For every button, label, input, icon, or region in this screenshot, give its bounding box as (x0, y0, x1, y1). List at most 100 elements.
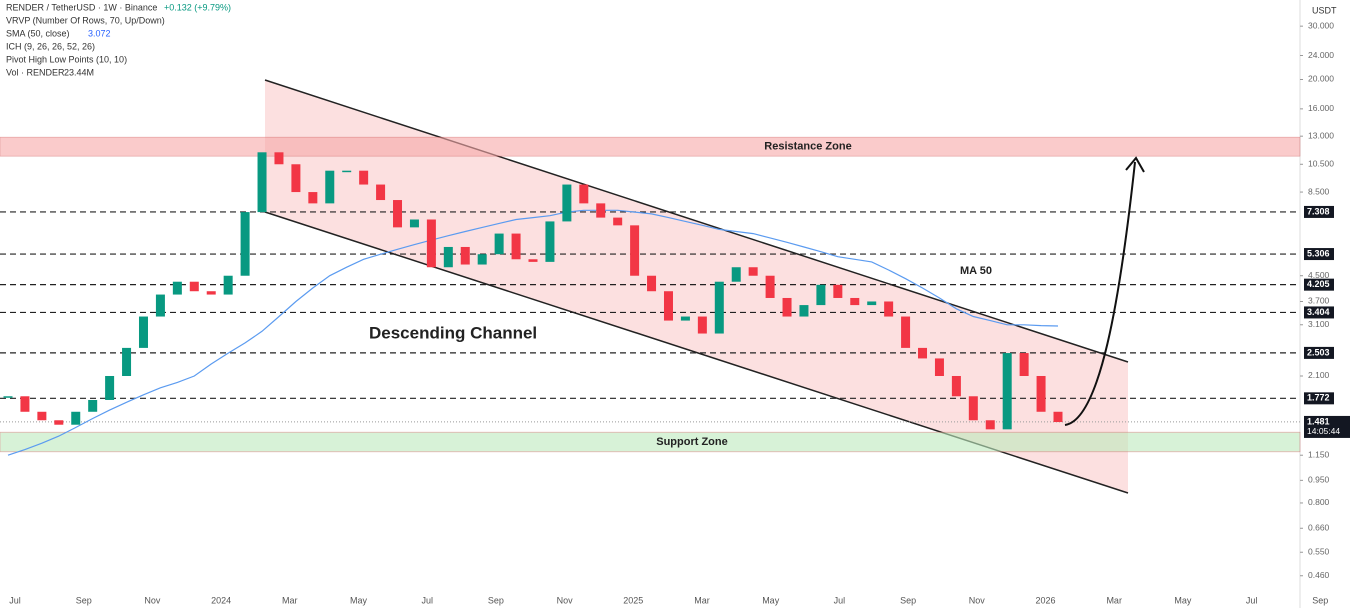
candle (782, 297, 792, 317)
candle (409, 219, 419, 228)
candle (596, 203, 606, 218)
y-tick-label: 1.150 (1308, 449, 1330, 459)
level-label: 5.306 (1307, 248, 1330, 258)
y-tick-label: 0.460 (1308, 570, 1330, 580)
currency: USDT (1312, 5, 1337, 15)
candle (393, 200, 403, 228)
candle (528, 259, 538, 262)
level-tag (1304, 205, 1334, 218)
y-tick-label: 24.000 (1308, 50, 1334, 60)
y-tick-label: 8.500 (1308, 186, 1330, 196)
candle (376, 184, 386, 201)
x-tick-label: Jul (1246, 595, 1258, 605)
x-tick-label: Sep (76, 595, 92, 605)
candle (138, 316, 148, 348)
support-label: Support Zone (656, 436, 728, 448)
candle (1053, 411, 1063, 423)
candle (918, 347, 928, 359)
legend-line: SMA (50, close) (6, 28, 70, 38)
candle (680, 316, 690, 321)
candle (291, 164, 301, 193)
candle (257, 152, 267, 213)
x-tick-label: Jul (421, 595, 433, 605)
countdown: 14:05:44 (1307, 426, 1340, 436)
y-tick-label: 10.500 (1308, 159, 1334, 169)
candle (460, 246, 470, 265)
candle (37, 411, 47, 421)
legend-change: +0.132 (+9.79%) (164, 2, 231, 12)
x-tick-label: Sep (488, 595, 504, 605)
price-tag (1304, 415, 1350, 438)
candle (223, 275, 233, 295)
legend-symbol: RENDER / TetherUSD · 1W · Binance (6, 2, 157, 12)
candle (663, 291, 673, 321)
candle (714, 281, 724, 334)
candle (985, 420, 995, 430)
candle (850, 297, 860, 306)
ma-label: MA 50 (960, 265, 992, 277)
projection-arrow (1064, 161, 1136, 426)
candle (274, 152, 284, 165)
candle (968, 396, 978, 421)
channel-fill (265, 80, 1128, 493)
y-tick-label: 16.000 (1308, 103, 1334, 113)
level-tag (1304, 346, 1334, 359)
legend-value: 3.072 (88, 28, 111, 38)
candle (1036, 375, 1046, 412)
x-tick-label: May (1174, 595, 1192, 605)
candle (630, 225, 640, 276)
ma-line (7, 209, 1059, 456)
arrow-head (1125, 156, 1145, 173)
candle (105, 375, 115, 400)
x-tick-label: Nov (557, 595, 574, 605)
candle (443, 246, 453, 268)
level-label: 2.503 (1307, 347, 1330, 357)
resistance-label: Resistance Zone (764, 141, 851, 153)
candle (867, 301, 877, 306)
candle (799, 305, 809, 317)
level-label: 7.308 (1307, 206, 1330, 216)
candle (155, 294, 165, 317)
candle (206, 291, 216, 295)
candle (426, 219, 436, 268)
x-tick-label: Mar (694, 595, 710, 605)
candle (308, 192, 318, 204)
candle (731, 267, 741, 282)
legend-value: 23.44M (64, 67, 94, 77)
y-tick-label: 3.100 (1308, 319, 1330, 329)
candle (934, 358, 944, 376)
candle (833, 284, 843, 298)
candle (1002, 353, 1012, 430)
level-tag (1304, 392, 1334, 405)
candle (54, 420, 64, 425)
candle (189, 281, 199, 292)
y-tick-label: 20.000 (1308, 74, 1334, 84)
level-label: 3.404 (1307, 307, 1330, 317)
candle (579, 184, 589, 204)
x-tick-label: Jul (9, 595, 21, 605)
y-tick-label: 3.700 (1308, 296, 1330, 306)
candle (901, 316, 911, 348)
x-tick-label: Mar (282, 595, 298, 605)
candle (697, 316, 707, 334)
x-tick-label: May (350, 595, 368, 605)
x-tick-label: May (762, 595, 780, 605)
level-tag (1304, 306, 1334, 319)
x-tick-label: Mar (1106, 595, 1122, 605)
candle (1019, 353, 1029, 376)
x-tick-label: 2025 (623, 595, 643, 605)
candle (477, 254, 487, 265)
candle (613, 217, 623, 226)
candle (20, 396, 30, 412)
x-tick-label: 2026 (1035, 595, 1055, 605)
y-tick-label: 0.660 (1308, 523, 1330, 533)
price-label: 1.481 (1307, 416, 1330, 426)
candle (884, 301, 894, 317)
candle (562, 184, 572, 222)
x-tick-label: Nov (969, 595, 986, 605)
legend-line: Pivot High Low Points (10, 10) (6, 54, 127, 64)
candle (816, 284, 826, 306)
y-tick-label: 30.000 (1308, 20, 1334, 30)
candle (765, 275, 775, 298)
